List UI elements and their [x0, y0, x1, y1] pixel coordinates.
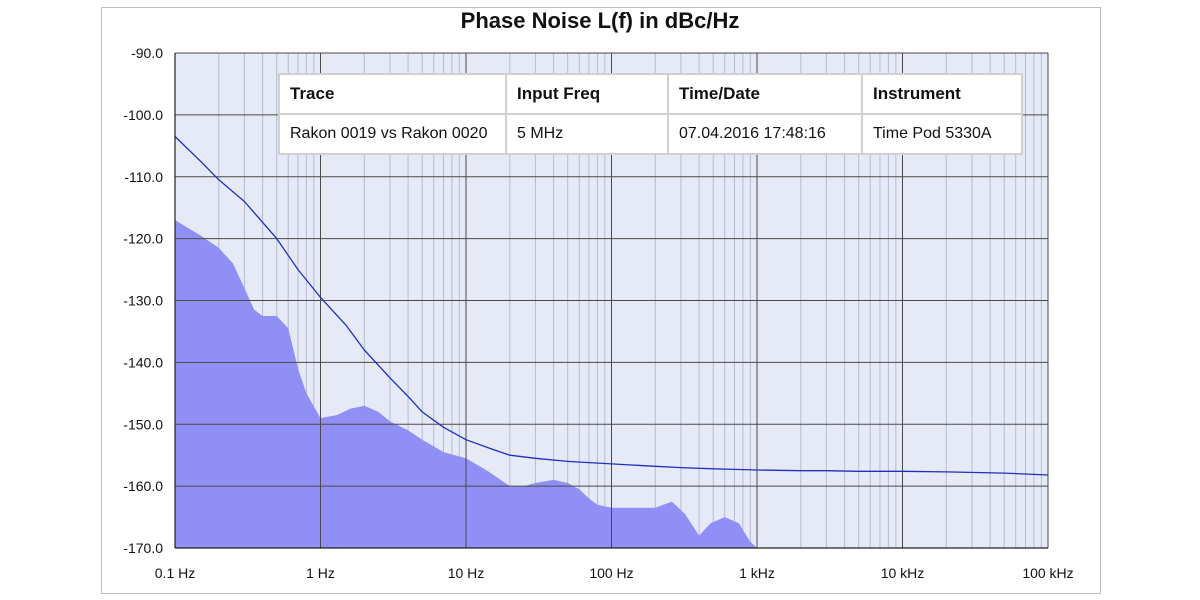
y-tick-label: -170.0 — [123, 540, 163, 556]
y-tick-label: -120.0 — [123, 231, 163, 247]
trace-info-header-row: Trace Input Freq Time/Date Instrument — [278, 73, 1023, 115]
x-tick-label: 10 Hz — [448, 565, 485, 581]
header-instrument: Instrument — [861, 73, 1023, 115]
input-freq: 5 MHz — [505, 113, 669, 155]
x-tick-label: 1 Hz — [306, 565, 335, 581]
x-tick-label: 1 kHz — [739, 565, 775, 581]
trace-info-row: Rakon 0019 vs Rakon 0020 5 MHz 07.04.201… — [278, 113, 1023, 155]
trace-line-layer — [174, 136, 1049, 476]
axes — [174, 53, 1048, 549]
header-input-freq: Input Freq — [505, 73, 669, 115]
y-tick-labels: -90.0 -100.0 -110.0 -120.0 -130.0 -140.0 -150.… — [123, 45, 163, 556]
header-trace: Trace — [278, 73, 507, 115]
x-tick-label: 0.1 Hz — [155, 565, 195, 581]
phase-noise-trace — [174, 136, 1049, 476]
x-tick-label: 10 kHz — [881, 565, 925, 581]
y-tick-label: -110.0 — [124, 169, 163, 185]
trace-info-table: Trace Input Freq Time/Date Instrument Ra… — [278, 73, 1023, 155]
trace-name: Rakon 0019 vs Rakon 0020 — [278, 113, 507, 155]
y-tick-label: -130.0 — [123, 293, 163, 309]
x-tick-labels: 0.1 Hz 1 Hz 10 Hz 100 Hz 1 kHz 10 kHz 100 kHz — [155, 565, 1074, 581]
y-tick-label: -160.0 — [123, 478, 163, 494]
chart-title: Phase Noise L(f) in dBc/Hz — [460, 8, 740, 33]
x-tick-label: 100 kHz — [1022, 565, 1073, 581]
y-tick-label: -150.0 — [123, 416, 163, 432]
y-tick-label: -100.0 — [123, 107, 163, 123]
time-date: 07.04.2016 17:48:16 — [667, 113, 863, 155]
header-time-date: Time/Date — [667, 73, 863, 115]
y-tick-label: -140.0 — [123, 354, 163, 370]
y-tick-label: -90.0 — [131, 45, 163, 61]
instrument: Time Pod 5330A — [861, 113, 1023, 155]
x-tick-label: 100 Hz — [589, 565, 633, 581]
